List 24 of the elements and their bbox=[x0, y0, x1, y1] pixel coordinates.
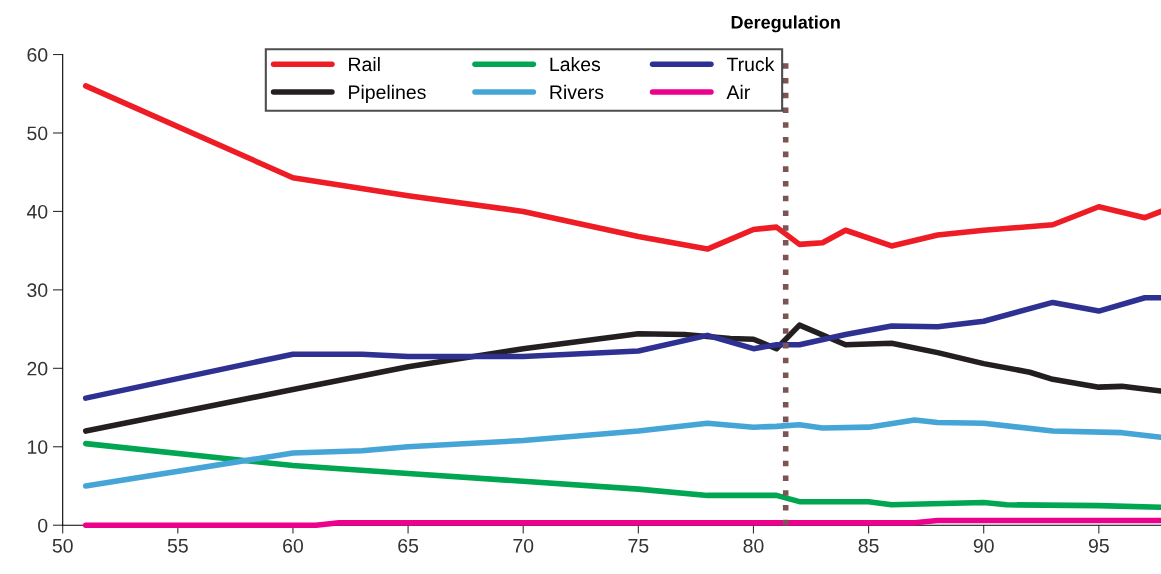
legend-label: Rail bbox=[349, 56, 380, 72]
ref-line-label: Deregulation bbox=[731, 15, 840, 33]
y-tick-label: 10 bbox=[27, 440, 48, 454]
x-tick-label: 60 bbox=[283, 538, 303, 553]
legend-label: Truck bbox=[726, 56, 775, 72]
legend-label: Lakes bbox=[550, 56, 601, 72]
y-tick-label: 50 bbox=[27, 126, 48, 141]
x-tick-label: 85 bbox=[858, 538, 879, 553]
x-tick-label: 75 bbox=[628, 539, 649, 553]
y-tick-label: 20 bbox=[27, 361, 48, 376]
y-tick-label: 0 bbox=[38, 518, 48, 533]
y-tick-label: 60 bbox=[27, 48, 48, 62]
legend-label: Air bbox=[726, 84, 750, 99]
x-tick-label: 80 bbox=[743, 538, 764, 553]
x-tick-label: 55 bbox=[167, 539, 188, 553]
x-tick-label: 90 bbox=[973, 538, 994, 553]
legend-label: Pipelines bbox=[349, 84, 426, 103]
x-tick-label: 65 bbox=[398, 538, 419, 553]
legend-label: Rivers bbox=[550, 84, 604, 100]
x-tick-label: 70 bbox=[513, 538, 534, 553]
y-tick-label: 40 bbox=[26, 204, 48, 219]
x-tick-label: 50 bbox=[52, 538, 73, 553]
y-tick-label: 30 bbox=[27, 283, 48, 298]
x-tick-label: 95 bbox=[1088, 538, 1109, 553]
